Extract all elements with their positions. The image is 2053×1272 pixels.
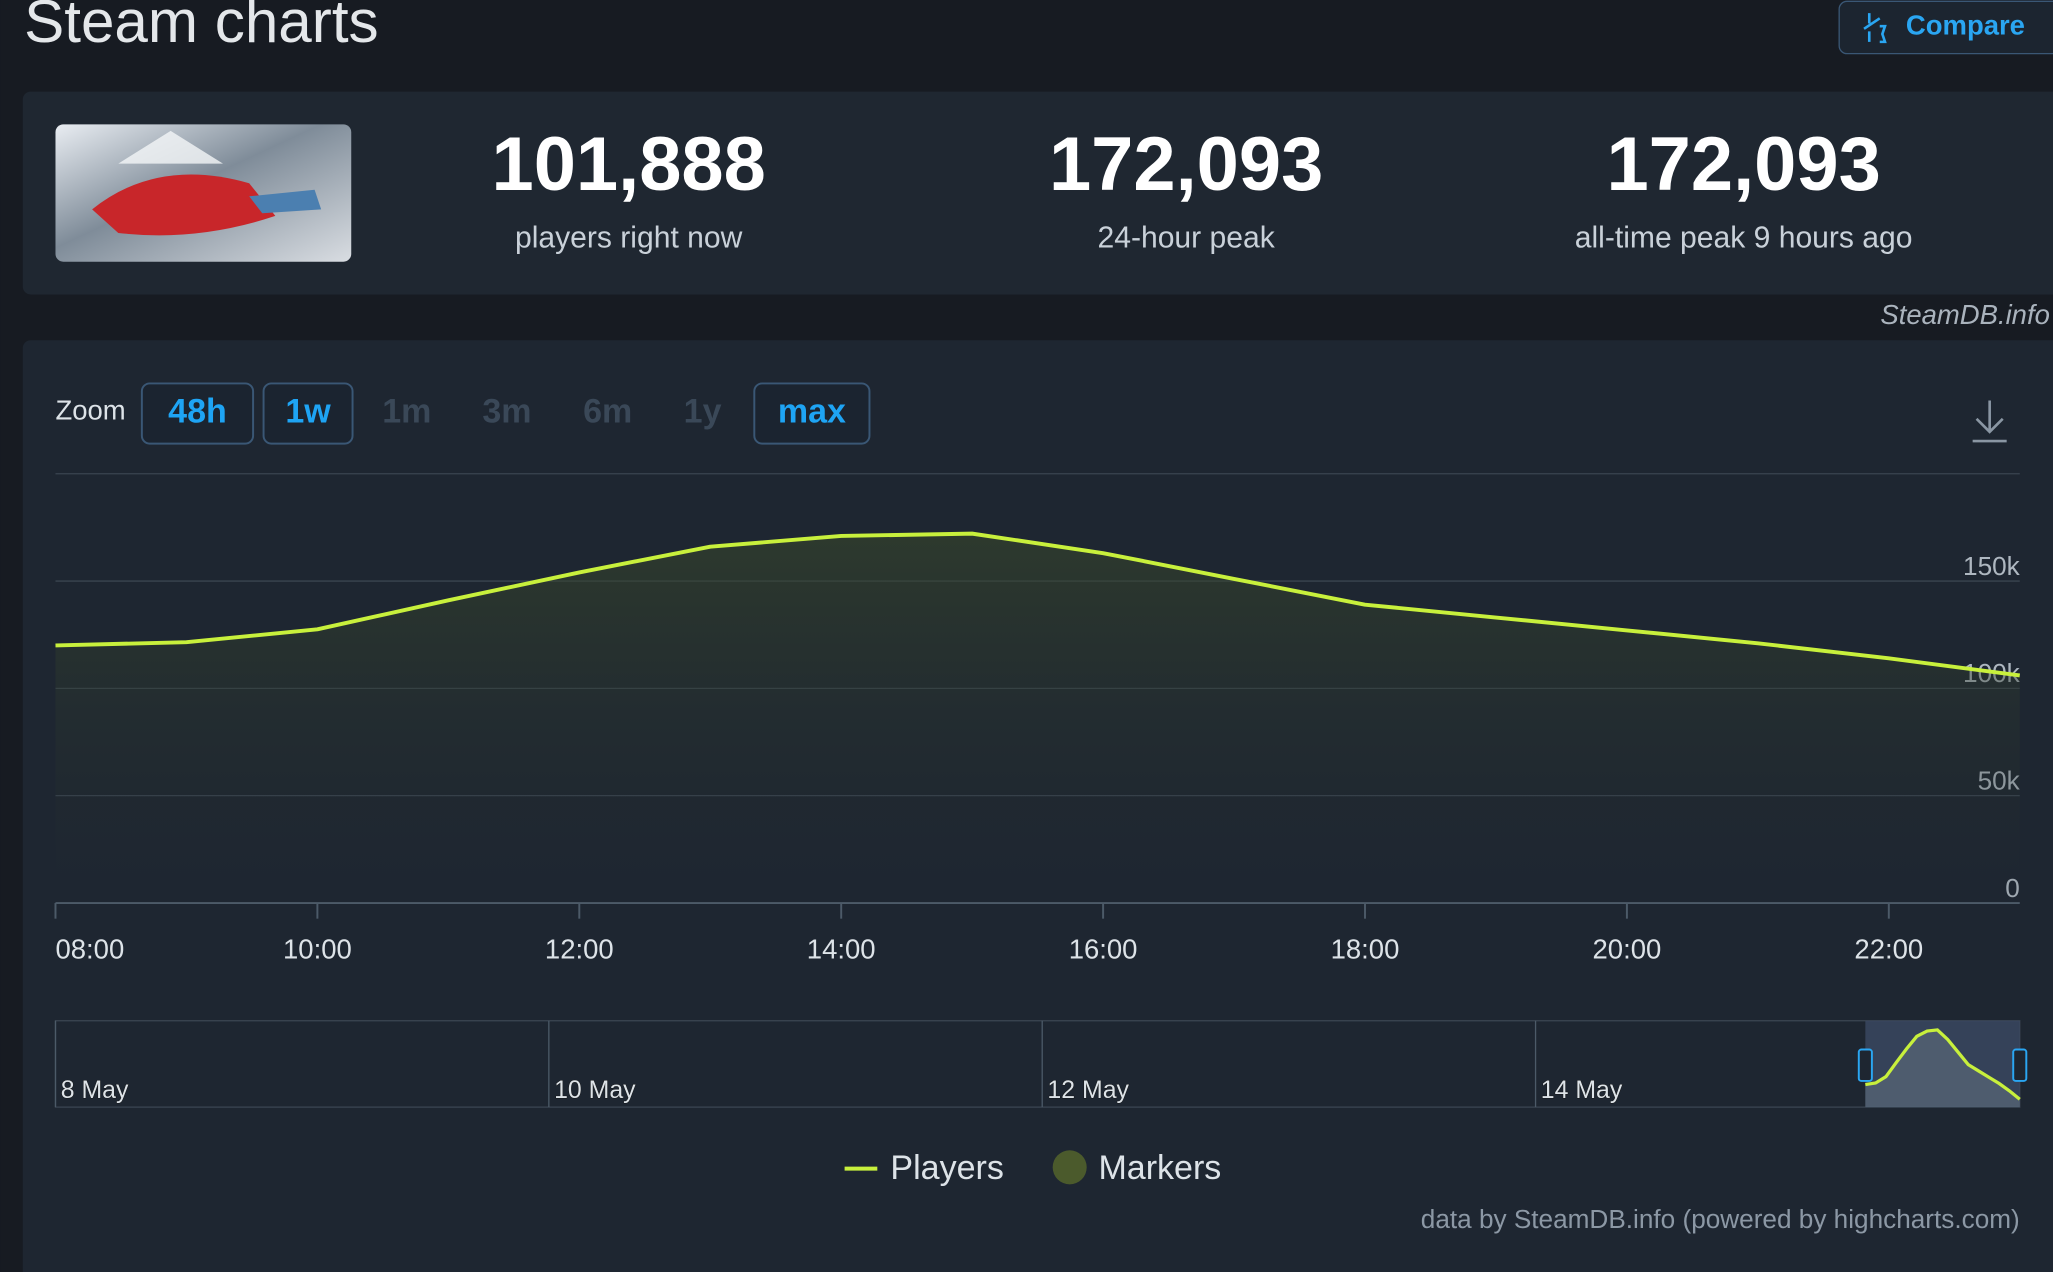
zoom-button[interactable]: 1m xyxy=(382,393,431,431)
navigator-handle[interactable] xyxy=(1857,1048,1873,1082)
zoom-button[interactable]: 1w xyxy=(262,382,354,445)
zoom-button[interactable]: 3m xyxy=(482,393,531,431)
zoom-button-label[interactable]: 1m xyxy=(382,393,431,431)
x-tick-label: 14:00 xyxy=(807,934,876,965)
compare-label[interactable]: Compare xyxy=(1906,10,2025,41)
credits[interactable]: data by SteamDB.info (powered by highcha… xyxy=(1421,1204,2020,1234)
zoom-button-label[interactable]: max xyxy=(778,393,846,431)
x-tick-label: 20:00 xyxy=(1593,934,1662,965)
stats-panel xyxy=(22,91,2053,295)
zoom-label: Zoom xyxy=(55,394,125,425)
download-icon[interactable] xyxy=(1972,400,2007,443)
page-title: Steam charts xyxy=(24,0,379,55)
zoom-button-frame xyxy=(753,382,871,445)
stat-label: all-time peak 9 hours ago xyxy=(1575,221,1913,254)
legend-swatch xyxy=(1052,1150,1087,1185)
series-line xyxy=(55,531,2021,678)
legend-item[interactable]: Markers xyxy=(1052,1149,1222,1187)
game-thumbnail xyxy=(55,124,352,262)
x-tick-label: 12:00 xyxy=(545,934,614,965)
legend-label[interactable]: Markers xyxy=(1098,1149,1221,1187)
navigator-handle[interactable] xyxy=(2012,1048,2028,1082)
stat-value: 172,093 xyxy=(1049,122,1323,207)
legend-label[interactable]: Players xyxy=(890,1149,1003,1187)
zoom-button[interactable]: 48h xyxy=(140,382,255,445)
x-tick-label: 18:00 xyxy=(1331,934,1400,965)
x-tick-label: 10:00 xyxy=(283,934,352,965)
zoom-button-label[interactable]: 6m xyxy=(583,393,632,431)
zoom-button[interactable]: max xyxy=(753,382,871,445)
navigator-label: 12 May xyxy=(1047,1076,1129,1104)
stat-value: 172,093 xyxy=(1606,122,1880,207)
watermark: SteamDB.info xyxy=(1880,299,2049,330)
navigator-label: 14 May xyxy=(1541,1076,1623,1104)
zoom-button-label[interactable]: 48h xyxy=(168,393,227,431)
compare-button[interactable] xyxy=(1838,0,2053,55)
zoom-button-frame xyxy=(262,382,354,445)
stat-label: players right now xyxy=(515,221,743,254)
navigator-label: 10 May xyxy=(554,1076,636,1104)
zoom-button-label[interactable]: 3m xyxy=(482,393,531,431)
stat-value: 101,888 xyxy=(492,122,766,207)
zoom-button[interactable]: 6m xyxy=(583,393,632,431)
x-tick-label: 08:00 xyxy=(55,934,124,965)
legend-item[interactable]: Players xyxy=(844,1149,1004,1187)
zoom-button-frame xyxy=(140,382,255,445)
x-tick-label: 22:00 xyxy=(1854,934,1923,965)
stat-label: 24-hour peak xyxy=(1098,221,1276,254)
navigator-area xyxy=(1865,1029,2020,1108)
navigator-line xyxy=(1865,1028,2021,1101)
navigator-label: 8 May xyxy=(61,1076,129,1104)
area-fill xyxy=(55,533,2020,903)
y-tick-label: 150k xyxy=(1963,551,2021,581)
x-tick-label: 16:00 xyxy=(1069,934,1138,965)
zoom-button-label[interactable]: 1y xyxy=(684,393,722,431)
zoom-button[interactable]: 1y xyxy=(684,393,722,431)
zoom-button-label[interactable]: 1w xyxy=(285,393,331,431)
